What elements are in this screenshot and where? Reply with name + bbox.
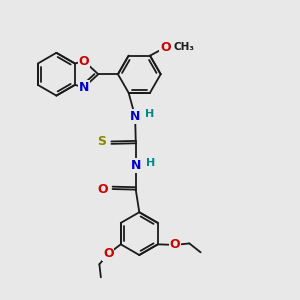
Text: H: H [145,109,154,119]
Text: S: S [98,135,106,148]
Text: O: O [98,182,108,196]
Text: CH₃: CH₃ [174,42,195,52]
Text: N: N [79,81,89,94]
Text: O: O [103,247,114,260]
Text: N: N [130,110,140,123]
Text: H: H [146,158,155,168]
Text: N: N [130,159,141,172]
Text: O: O [170,238,180,251]
Text: O: O [79,55,89,68]
Text: O: O [160,41,171,54]
